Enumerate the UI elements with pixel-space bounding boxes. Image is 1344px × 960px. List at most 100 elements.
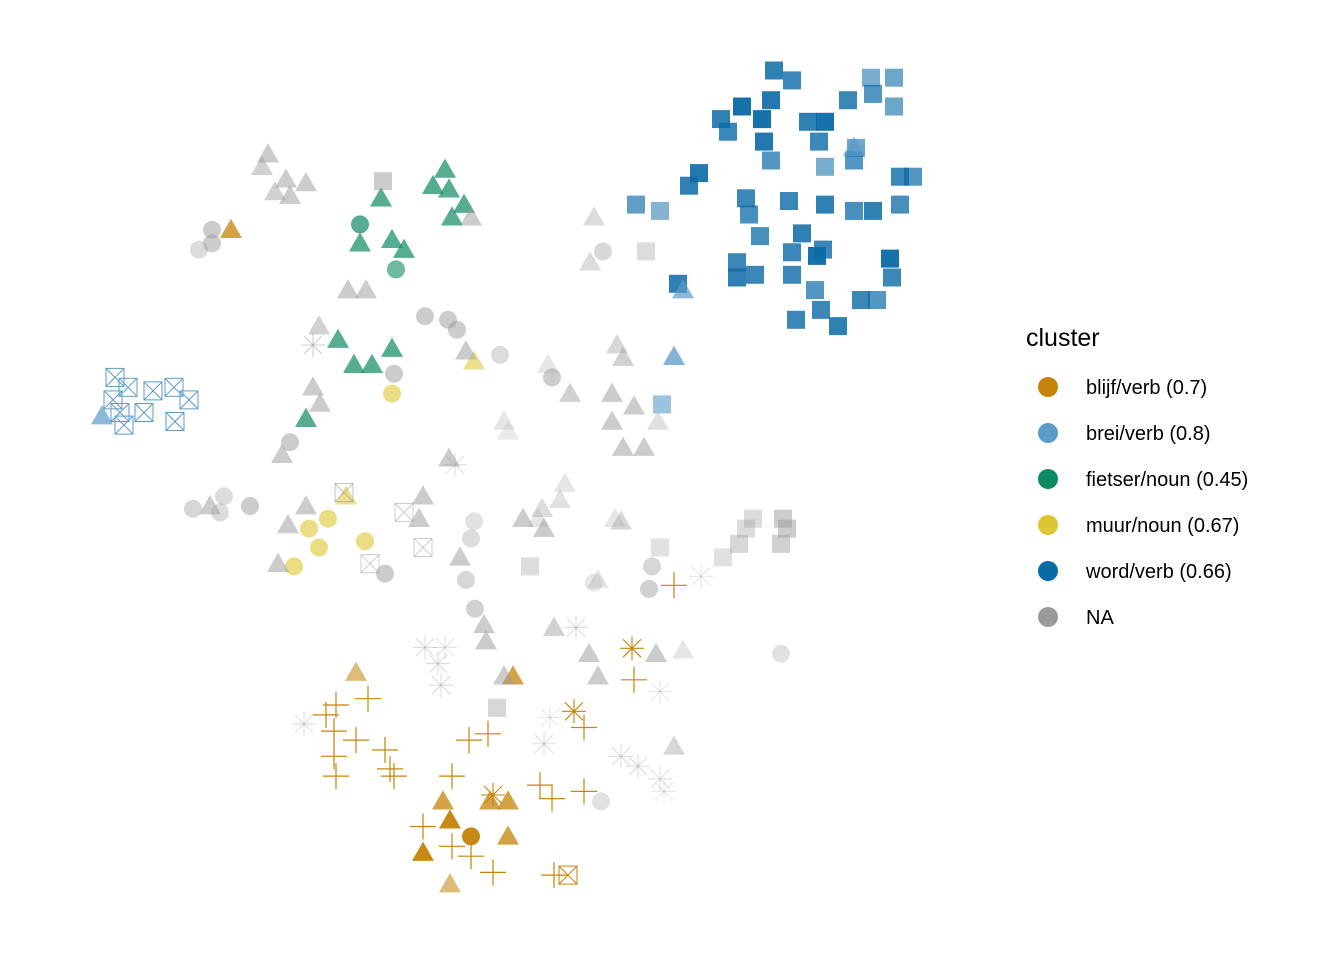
data-point bbox=[460, 206, 482, 226]
data-point bbox=[651, 538, 669, 557]
data-point bbox=[292, 711, 316, 736]
data-point bbox=[612, 346, 634, 366]
data-point bbox=[385, 364, 403, 383]
legend-entry: word/verb (0.66) bbox=[1038, 561, 1232, 583]
data-point bbox=[643, 557, 661, 576]
data-point bbox=[648, 679, 672, 704]
data-point bbox=[783, 243, 801, 262]
legend-swatch bbox=[1038, 377, 1058, 397]
legend-label: NA bbox=[1086, 607, 1114, 629]
data-point bbox=[621, 666, 647, 693]
data-point bbox=[343, 353, 365, 374]
data-point bbox=[105, 367, 125, 387]
legend-swatch bbox=[1038, 607, 1058, 627]
data-point bbox=[103, 390, 123, 410]
data-point bbox=[740, 205, 758, 224]
data-point bbox=[765, 61, 783, 80]
data-point bbox=[816, 157, 834, 176]
legend-entries: blijf/verb (0.7) brei/verb (0.8) fietser/n… bbox=[1038, 377, 1248, 629]
data-point bbox=[562, 699, 586, 724]
data-point bbox=[532, 731, 556, 756]
data-point bbox=[456, 727, 482, 754]
data-point bbox=[211, 503, 229, 522]
legend-swatch bbox=[1038, 561, 1058, 581]
data-point bbox=[462, 529, 480, 548]
data-point bbox=[251, 155, 273, 176]
data-point bbox=[633, 436, 655, 456]
data-point bbox=[772, 534, 790, 553]
data-point bbox=[466, 599, 484, 618]
data-point bbox=[412, 841, 434, 861]
data-point bbox=[594, 242, 612, 261]
data-point bbox=[549, 488, 571, 509]
data-point bbox=[604, 507, 626, 527]
data-point bbox=[680, 176, 698, 195]
data-point bbox=[393, 238, 415, 258]
data-point bbox=[184, 499, 202, 518]
data-point bbox=[806, 281, 824, 300]
data-point bbox=[215, 487, 233, 506]
data-point bbox=[473, 613, 495, 634]
data-point bbox=[381, 228, 403, 248]
data-point bbox=[376, 564, 394, 583]
data-point bbox=[203, 220, 221, 239]
data-point bbox=[583, 206, 605, 226]
data-point bbox=[852, 291, 870, 309]
data-point bbox=[323, 692, 349, 718]
data-point bbox=[479, 790, 501, 810]
legend-swatch bbox=[1038, 423, 1058, 443]
data-point bbox=[737, 189, 755, 208]
data-point bbox=[728, 253, 746, 272]
data-point bbox=[527, 772, 553, 799]
legend-entry: fietser/noun (0.45) bbox=[1038, 469, 1248, 491]
legend-entry: blijf/verb (0.7) bbox=[1038, 377, 1207, 399]
data-point bbox=[885, 68, 903, 87]
data-point bbox=[645, 642, 667, 662]
data-point bbox=[728, 268, 746, 287]
data-point bbox=[345, 661, 367, 681]
data-point bbox=[416, 307, 434, 326]
data-point bbox=[783, 265, 801, 284]
data-point bbox=[620, 636, 644, 661]
legend-title: cluster bbox=[1026, 324, 1100, 352]
data-point bbox=[648, 766, 672, 791]
data-point bbox=[300, 519, 318, 538]
data-point bbox=[319, 509, 337, 528]
data-point bbox=[179, 390, 199, 410]
data-point bbox=[493, 665, 515, 685]
data-point bbox=[772, 644, 790, 663]
data-point bbox=[626, 754, 650, 779]
data-point bbox=[612, 436, 634, 456]
points-layer bbox=[91, 61, 922, 893]
data-point bbox=[780, 192, 798, 210]
data-point bbox=[356, 532, 374, 551]
data-point bbox=[458, 843, 484, 870]
data-point bbox=[497, 790, 519, 810]
data-point bbox=[559, 382, 581, 402]
data-point bbox=[497, 825, 519, 845]
data-point bbox=[241, 497, 259, 516]
data-point bbox=[449, 546, 471, 566]
data-point bbox=[277, 514, 299, 534]
data-point bbox=[475, 630, 497, 650]
data-point bbox=[868, 291, 886, 309]
data-point bbox=[891, 195, 909, 214]
data-point bbox=[462, 827, 480, 846]
legend-label: word/verb (0.66) bbox=[1085, 561, 1232, 583]
data-point bbox=[571, 714, 597, 741]
data-point bbox=[271, 443, 293, 464]
data-point bbox=[134, 403, 154, 422]
data-point bbox=[799, 112, 817, 131]
data-point bbox=[439, 833, 465, 860]
data-point bbox=[361, 353, 383, 374]
data-point bbox=[762, 91, 780, 110]
data-point bbox=[606, 334, 628, 354]
data-point bbox=[512, 507, 534, 527]
data-point bbox=[327, 328, 349, 348]
data-point bbox=[663, 735, 685, 755]
data-point bbox=[541, 862, 567, 889]
data-point bbox=[434, 158, 456, 178]
data-point bbox=[432, 790, 454, 810]
data-point bbox=[689, 564, 713, 589]
data-point bbox=[323, 763, 349, 790]
